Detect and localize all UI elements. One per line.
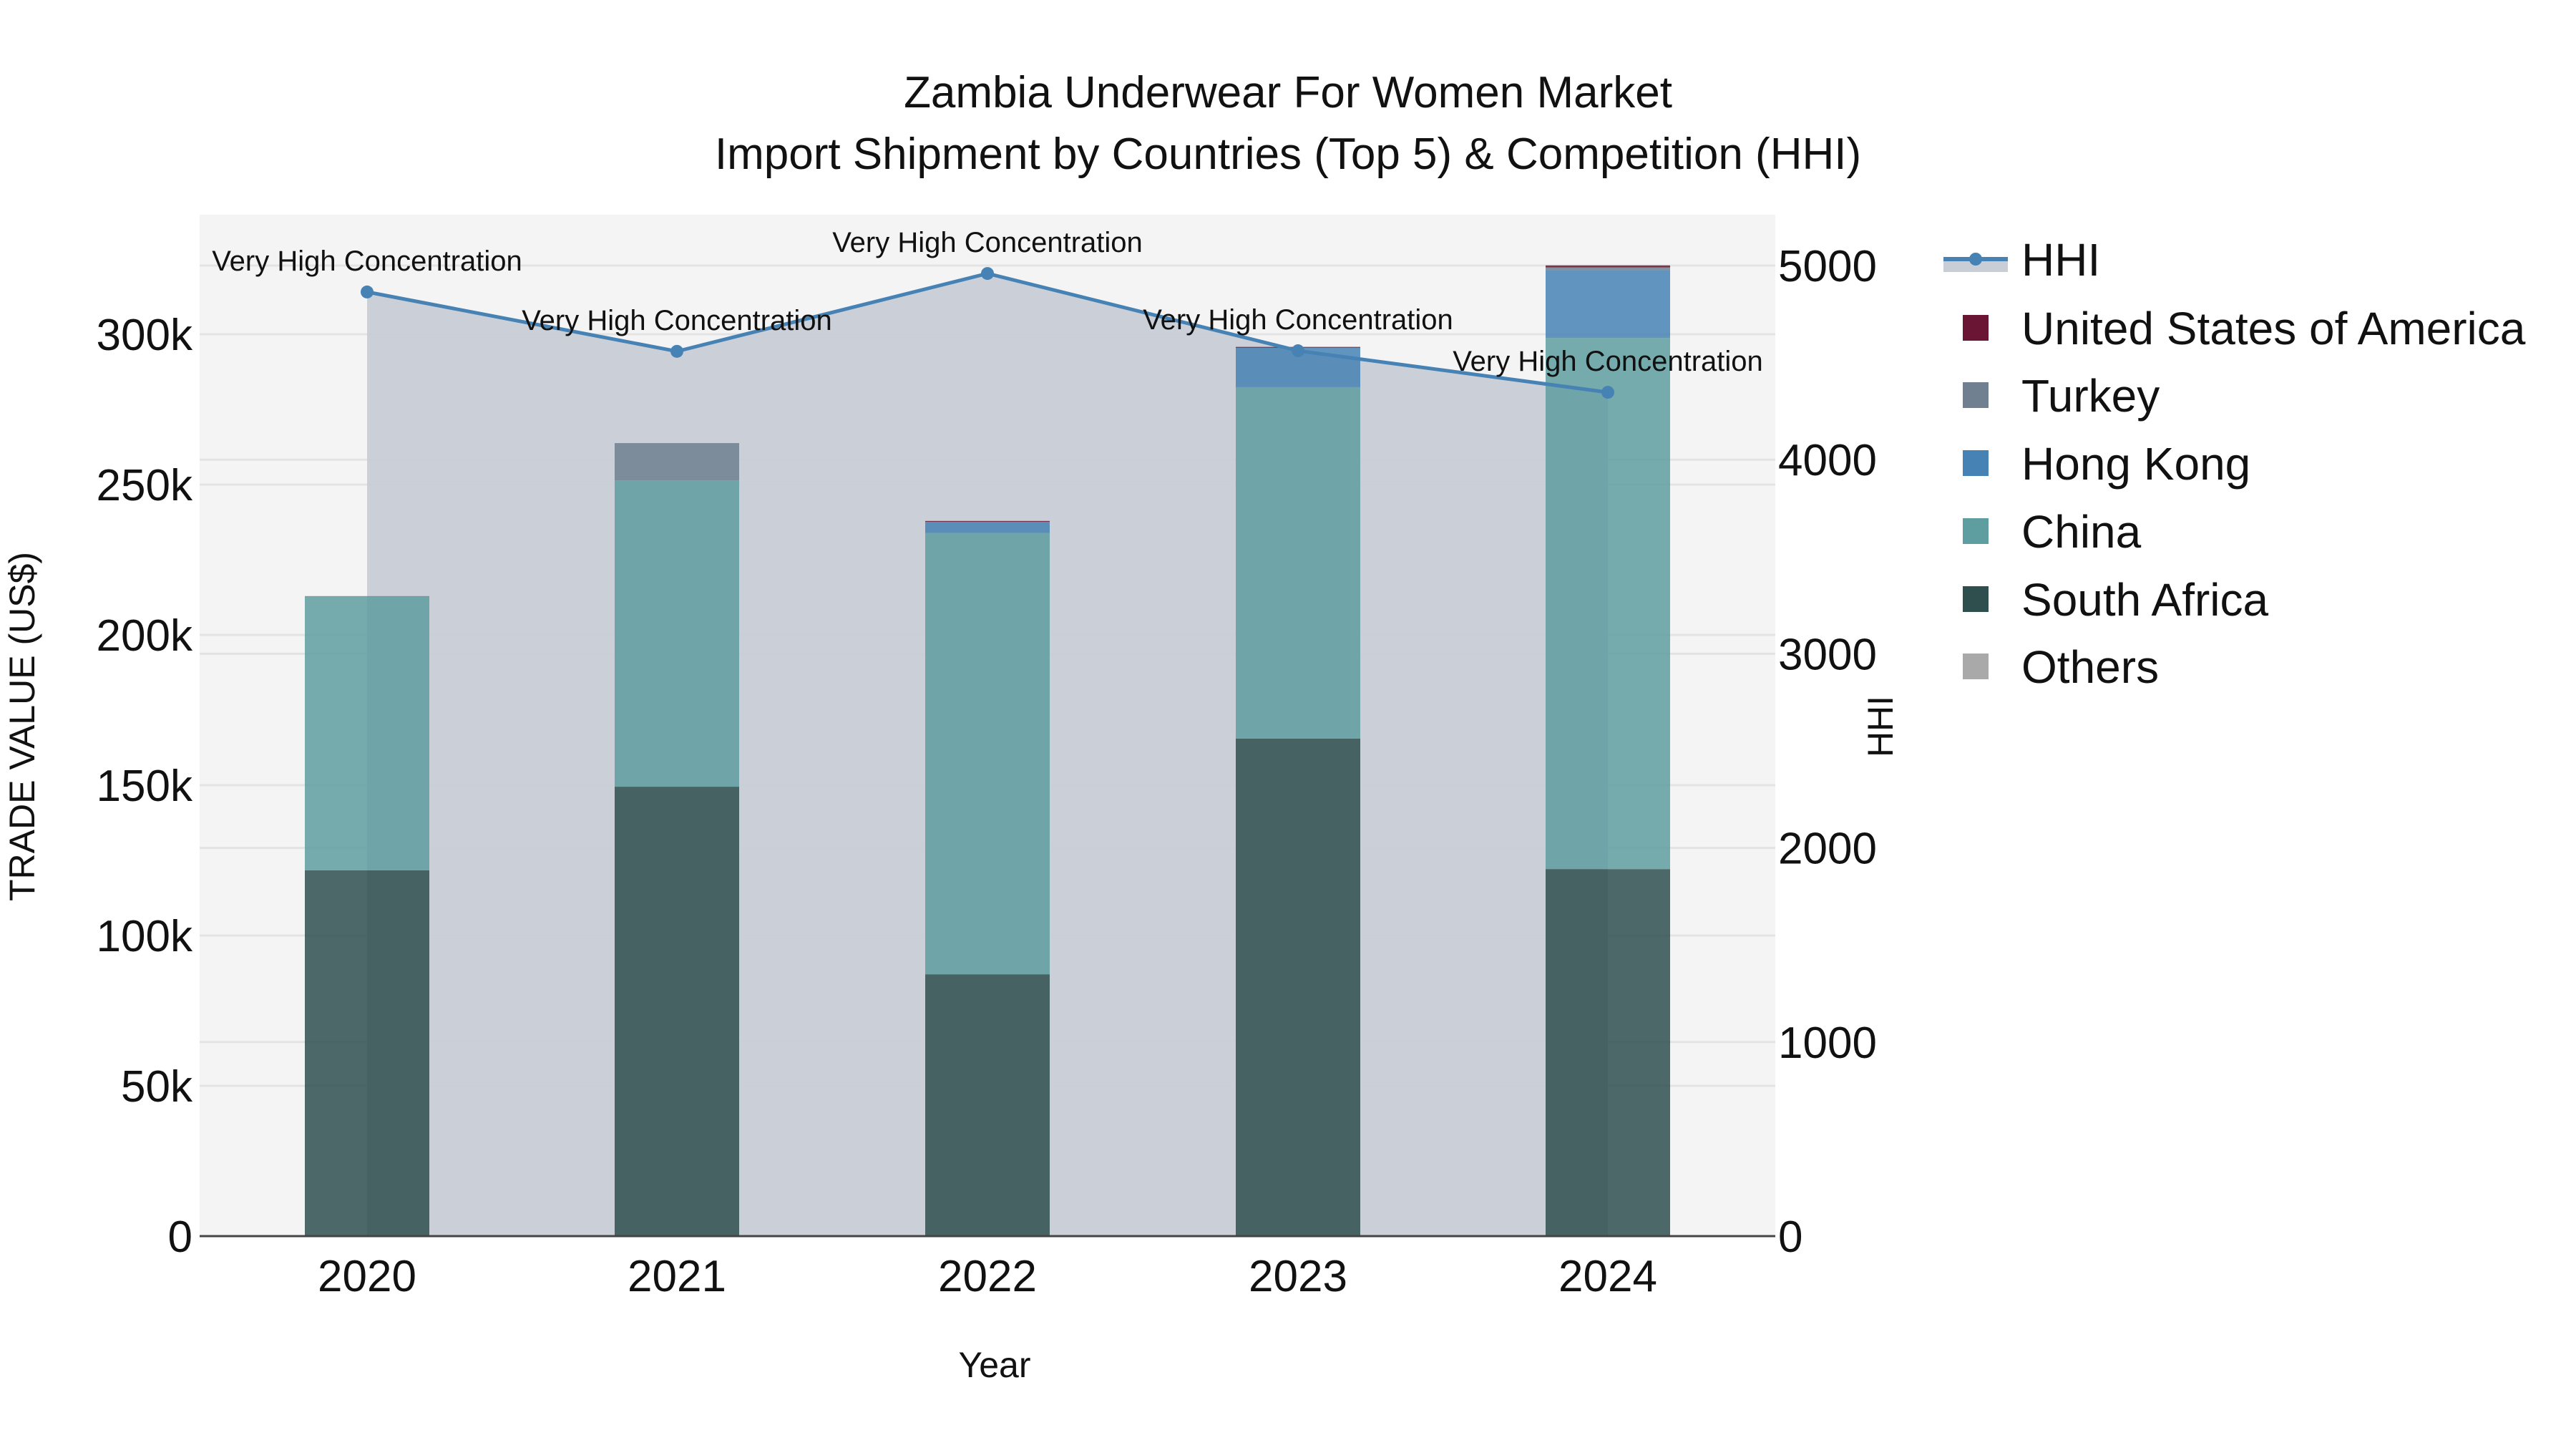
bar-stack-2024[interactable] [1546,265,1670,1236]
x-tick-label: 2022 [938,1252,1037,1301]
legend-label: United States of America [2021,303,2526,354]
chart-title-line-2: Import Shipment by Countries (Top 5) & C… [715,130,1861,179]
bar-stack-2022[interactable] [925,520,1050,1236]
legend-item-south-africa[interactable]: South Africa [1963,574,2269,626]
bar-segment-south-africa[interactable] [925,974,1050,1236]
legend-swatch-icon [1963,653,1989,679]
right-tick-label: 2000 [1778,825,1877,874]
y-right-axis-title: HHI [1860,696,1901,757]
left-tick-label: 100k [97,912,193,961]
right-axis-ticks: 0 1000 2000 3000 4000 5000 [1778,242,1877,1262]
legend-label: Hong Kong [2021,438,2250,490]
legend-label: South Africa [2021,574,2269,626]
bar-segment-china[interactable] [925,533,1050,975]
legend-item-china[interactable]: China [1963,506,2142,558]
legend-swatch-icon [1963,518,1989,544]
bar-segment-south-africa[interactable] [305,870,429,1236]
bar-segment-united-states-of-america[interactable] [925,520,1050,523]
legend-item-hong-kong[interactable]: Hong Kong [1963,438,2250,490]
right-tick-label: 3000 [1778,630,1877,679]
hhi-annotation: Very High Concentration [212,246,522,277]
bar-segment-south-africa[interactable] [1236,738,1360,1236]
x-tick-label: 2020 [318,1252,416,1301]
legend-item-hhi[interactable]: HHI [1943,234,2100,286]
right-tick-label: 0 [1778,1213,1802,1262]
bar-stack-2020[interactable] [305,596,429,1236]
bar-segment-south-africa[interactable] [615,787,739,1236]
x-axis-ticks: 2020 2021 2022 2023 2024 [318,1252,1657,1301]
bar-segment-turkey[interactable] [305,596,429,597]
bar-segment-hong-kong[interactable] [925,522,1050,533]
legend-item-others[interactable]: Others [1963,641,2159,693]
hhi-annotation: Very High Concentration [1143,304,1453,336]
bar-segment-turkey[interactable] [1546,267,1670,271]
legend: HHI United States of America Turkey Hong Ko… [1943,234,2526,693]
hhi-annotation: Very High Concentration [1453,346,1763,377]
hhi-marker[interactable] [1292,344,1304,358]
legend-swatch-icon [1963,382,1989,408]
legend-label: China [2021,506,2142,558]
legend-item-united-states-of-america[interactable]: United States of America [1963,303,2526,354]
hhi-marker[interactable] [981,267,994,281]
x-axis-title: Year [958,1345,1030,1385]
bar-stack-2021[interactable] [615,443,739,1236]
hhi-annotation: Very High Concentration [522,305,832,336]
legend-swatch-icon [1963,586,1989,612]
hhi-marker[interactable] [361,285,374,298]
bar-segment-hong-kong[interactable] [1546,270,1670,339]
stacked-bars [305,265,1670,1236]
hhi-markers [361,267,1614,399]
bar-segment-china[interactable] [1236,387,1360,739]
right-tick-label: 1000 [1778,1019,1877,1068]
left-tick-label: 250k [97,461,193,510]
legend-label: Turkey [2021,370,2160,422]
left-tick-label: 150k [97,762,193,811]
bar-stack-2023[interactable] [1236,346,1360,1236]
x-tick-label: 2021 [628,1252,726,1301]
legend-marker-icon [1969,253,1982,266]
bar-segment-united-states-of-america[interactable] [1546,265,1670,268]
bar-segment-south-africa[interactable] [1546,869,1670,1236]
left-axis-ticks: 0 50k 100k 150k 200k 250k 300k [97,311,193,1262]
hhi-marker[interactable] [670,344,683,358]
legend-item-turkey[interactable]: Turkey [1963,370,2160,422]
legend-label: Others [2021,641,2159,693]
left-tick-label: 200k [97,611,193,661]
hhi-marker[interactable] [1601,386,1614,399]
y-left-axis-title: TRADE VALUE (US$) [2,552,42,901]
left-tick-label: 0 [168,1213,192,1262]
x-tick-label: 2023 [1249,1252,1347,1301]
chart-title-line-1: Zambia Underwear For Women Market [904,68,1672,117]
legend-swatch-icon [1963,450,1989,476]
bar-segment-turkey[interactable] [615,443,739,481]
bar-segment-china[interactable] [305,596,429,870]
legend-label: HHI [2021,234,2100,286]
bar-segment-china[interactable] [1546,338,1670,870]
x-tick-label: 2024 [1558,1252,1657,1301]
hhi-annotation: Very High Concentration [832,227,1143,258]
left-tick-label: 300k [97,311,193,360]
legend-swatch-icon [1963,315,1989,341]
bar-segment-china[interactable] [615,480,739,787]
left-tick-label: 50k [121,1062,193,1112]
right-tick-label: 4000 [1778,436,1877,485]
right-tick-label: 5000 [1778,242,1877,291]
